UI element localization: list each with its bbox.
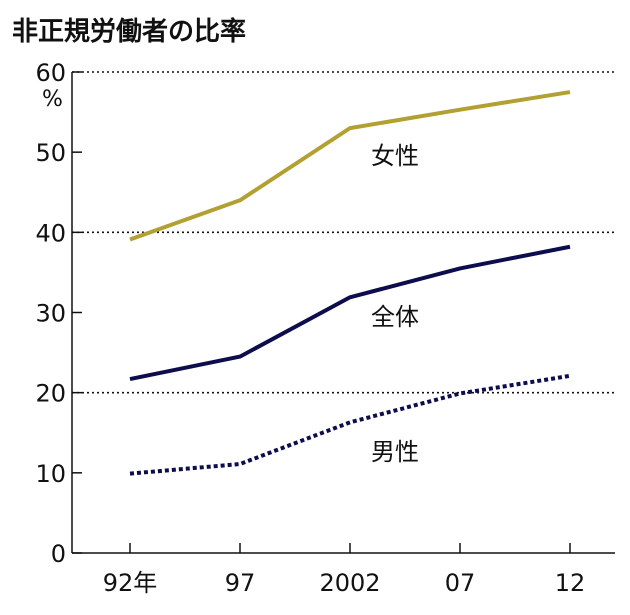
series-line-women [129,90,571,242]
y-tick-label: 10 [35,460,66,488]
x-axis-ticks: 92年 97 2002 07 12 [103,543,586,597]
y-tick-label: 50 [35,139,66,167]
chart-title: 非正規労働者の比率 [12,16,246,47]
series-label-all: 全体 [371,303,419,331]
y-tick-label: 40 [35,219,66,247]
series-label-women: 女性 [371,142,419,170]
x-tick-label: 97 [225,569,256,597]
axes [71,72,615,554]
x-tick-label: 07 [445,569,476,597]
gridlines [72,71,615,394]
y-tick-label: 20 [35,380,66,408]
y-axis-unit: % [42,87,63,112]
series-group [129,90,571,476]
y-axis-ticks: 0 10 20 30 40 50 60 [35,59,82,568]
series-label-men: 男性 [371,438,419,466]
series-line-men [129,373,571,476]
x-tick-label: 92年 [103,569,158,597]
y-tick-label: 60 [35,59,66,87]
y-tick-label: 30 [35,300,66,328]
series-line-all [129,244,571,381]
x-tick-label: 2002 [319,569,380,597]
y-tick-label: 0 [51,540,66,568]
x-tick-label: 12 [555,569,586,597]
